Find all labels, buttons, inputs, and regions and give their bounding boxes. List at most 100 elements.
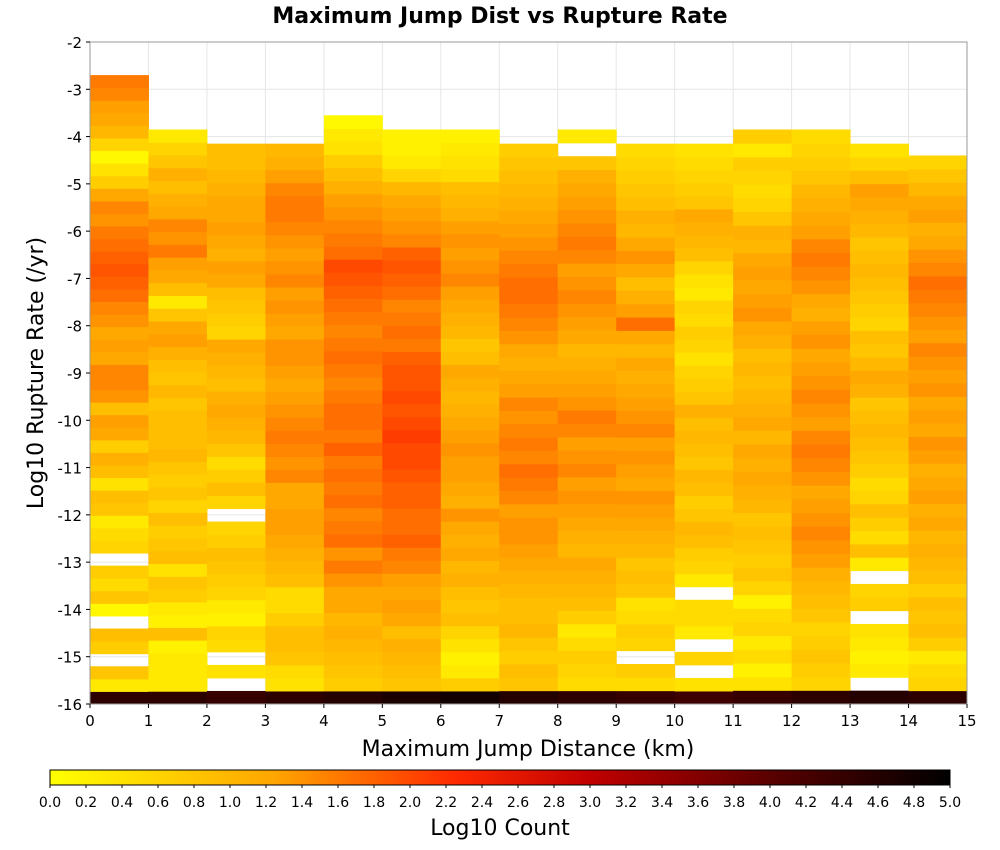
- heatmap-cell: [850, 397, 910, 411]
- colorbar-tick-label: 4.0: [759, 795, 781, 811]
- x-tick-label: 3: [261, 712, 271, 730]
- heatmap-cell: [90, 339, 149, 353]
- heatmap-cell: [90, 276, 149, 290]
- heatmap-cell: [616, 397, 676, 411]
- heatmap-cell: [616, 197, 676, 211]
- heatmap-cell: [148, 346, 208, 360]
- colorbar-tick-label: 0.0: [39, 795, 61, 811]
- heatmap-cell: [674, 156, 734, 171]
- heatmap-cell: [323, 259, 383, 273]
- heatmap-cell: [440, 677, 500, 692]
- heatmap-cell: [850, 263, 910, 278]
- heatmap-cell: [148, 269, 208, 284]
- heatmap-cell: [908, 262, 968, 277]
- heatmap-cell: [850, 423, 910, 438]
- heatmap-cell: [557, 503, 617, 518]
- heatmap-cell: [616, 597, 676, 612]
- heatmap-cell: [499, 383, 559, 398]
- heatmap-cell: [323, 403, 383, 417]
- heatmap-cell: [674, 300, 734, 314]
- heatmap-cell: [323, 651, 383, 666]
- heatmap-cell: [323, 560, 383, 574]
- heatmap-cell: [148, 218, 208, 233]
- heatmap-cell: [850, 330, 910, 345]
- heatmap-cell: [323, 324, 383, 339]
- heatmap-cell: [674, 547, 734, 562]
- heatmap-cell: [440, 664, 500, 679]
- heatmap-cell: [791, 156, 851, 172]
- heatmap-cell: [674, 391, 734, 405]
- heatmap-cell: [90, 502, 149, 516]
- colorbar-tick-label: 2.8: [543, 795, 565, 811]
- heatmap-cell: [206, 247, 266, 262]
- heatmap-cell: [557, 677, 617, 692]
- heatmap-cell: [557, 583, 617, 598]
- heatmap-cell: [148, 257, 208, 271]
- colorbar-tick-label: 0.6: [147, 795, 169, 811]
- heatmap-cell: [674, 495, 734, 510]
- y-tick-label: -14: [58, 601, 83, 619]
- heatmap-cell: [557, 663, 617, 678]
- x-tick-label: 8: [553, 712, 563, 730]
- heatmap-cell: [733, 403, 793, 418]
- heatmap-cell: [382, 573, 442, 587]
- heatmap-cell: [148, 320, 208, 335]
- heatmap-cell: [440, 220, 500, 235]
- heatmap-cell: [440, 142, 500, 157]
- heatmap-cell: [499, 623, 559, 638]
- heatmap-cell: [850, 383, 910, 398]
- heatmap-cell: [382, 429, 442, 444]
- heatmap-cell: [382, 246, 442, 261]
- heatmap-cell: [90, 188, 149, 202]
- heatmap-cell: [206, 143, 266, 158]
- heatmap-cell: [850, 623, 910, 638]
- heatmap-cell: [850, 290, 910, 305]
- heatmap-cell: [90, 288, 149, 303]
- heatmap-cell: [557, 637, 617, 652]
- heatmap-cell: [557, 369, 617, 384]
- heatmap-cell: [908, 275, 968, 290]
- colorbar-tick-label: 0.2: [75, 795, 97, 811]
- heatmap-cell: [265, 273, 325, 288]
- heatmap-cell: [908, 195, 968, 210]
- heatmap-cell: [148, 423, 208, 437]
- heatmap-cell: [557, 236, 617, 251]
- heatmap-cell: [674, 417, 734, 431]
- heatmap-cell: [206, 456, 266, 470]
- heatmap-cell: [148, 180, 208, 194]
- heatmap-cell: [90, 691, 149, 705]
- heatmap-cell: [265, 677, 325, 692]
- heatmap-cell: [791, 526, 851, 541]
- heatmap-cell: [499, 250, 559, 265]
- heatmap-cell: [850, 223, 910, 238]
- heatmap-cell: [265, 417, 325, 431]
- heatmap-cell: [440, 155, 500, 170]
- heatmap-cell: [499, 610, 559, 625]
- heatmap-cell: [382, 625, 442, 640]
- heatmap-cell: [206, 300, 266, 314]
- x-tick-label: 11: [724, 712, 743, 730]
- heatmap-cell: [206, 534, 266, 549]
- heatmap-cell: [323, 442, 383, 456]
- heatmap-cell: [382, 364, 442, 379]
- heatmap-cell: [850, 170, 910, 185]
- heatmap-cell: [265, 586, 325, 601]
- heatmap-cell: [90, 477, 149, 491]
- heatmap-cell: [557, 263, 617, 277]
- heatmap-cell: [323, 376, 383, 391]
- heatmap-cell: [90, 263, 149, 277]
- heatmap-cell: [616, 557, 676, 572]
- heatmap-cell: [616, 583, 676, 598]
- heatmap-cell: [908, 610, 968, 625]
- heatmap-cell: [206, 287, 266, 301]
- heatmap-cell: [440, 312, 500, 326]
- heatmap-cell: [499, 317, 559, 331]
- colorbar-ticks: 0.0 0.2 0.4 0.6 0.8 1.0 1.2 1.4 1.6 1.8 2.0 2.2 2.4 2…: [39, 785, 961, 811]
- heatmap-cell: [499, 330, 559, 345]
- heatmap-cell: [791, 457, 851, 472]
- heatmap-cell: [440, 482, 500, 496]
- heatmap-cell: [908, 436, 968, 451]
- heatmap-cell: [90, 150, 149, 164]
- heatmap-cell: [148, 640, 208, 654]
- heatmap-cell: [265, 469, 325, 483]
